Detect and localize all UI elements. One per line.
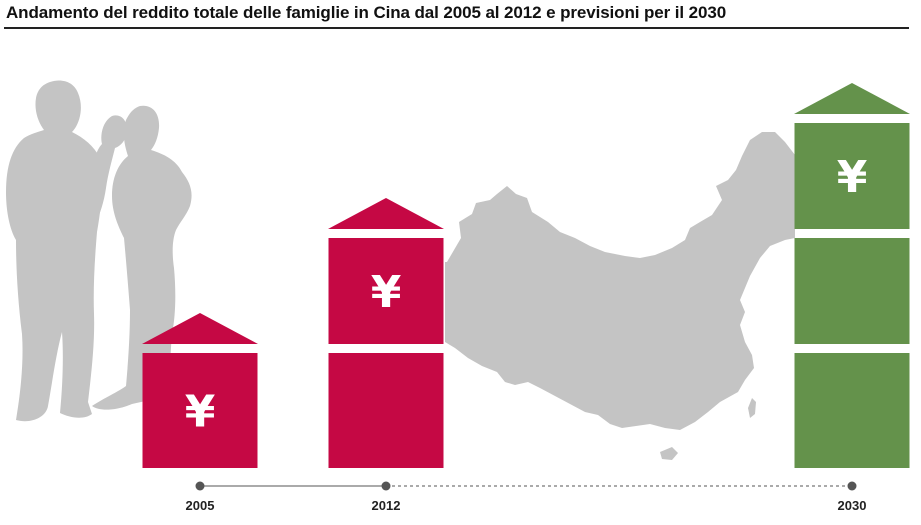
china-map-shape [445,132,795,430]
bar-2005-segment-1 [142,353,258,468]
bar-2012-segment-2 [328,238,444,344]
timeline-dot-2012 [381,481,391,491]
china-map-silhouette [445,132,795,460]
tick-label-2030: 2030 [838,498,867,513]
yen-icon: ¥ [371,267,402,318]
chart-title: Andamento del reddito totale delle famig… [6,3,727,22]
bar-2012: ¥ [328,198,444,468]
bars-layer: ¥ ¥ ¥ [142,83,910,468]
bar-2012-arrow [328,198,444,229]
bar-2005-arrow [142,313,258,344]
bar-2030-segment-3 [794,123,910,229]
hainan-island-shape [660,447,678,460]
yen-icon: ¥ [185,387,216,438]
bar-2030-segment-1 [794,353,910,468]
timeline-dot-2005 [195,481,205,491]
taiwan-island-shape [748,398,756,418]
tick-label-2012: 2012 [372,498,401,513]
timeline-axis: 2005 2012 2030 [186,481,867,513]
timeline-dot-2030 [847,481,857,491]
adult-figure-left [6,80,103,422]
bar-2030-arrow [794,83,910,114]
bar-2030: ¥ [794,83,910,468]
yen-icon: ¥ [837,152,868,203]
title-rule [4,27,909,29]
bar-2005: ¥ [142,313,258,468]
bar-2012-segment-1 [328,353,444,468]
bar-2030-segment-2 [794,238,910,344]
family-silhouette [6,80,192,422]
child-figure [92,115,128,222]
tick-label-2005: 2005 [186,498,215,513]
